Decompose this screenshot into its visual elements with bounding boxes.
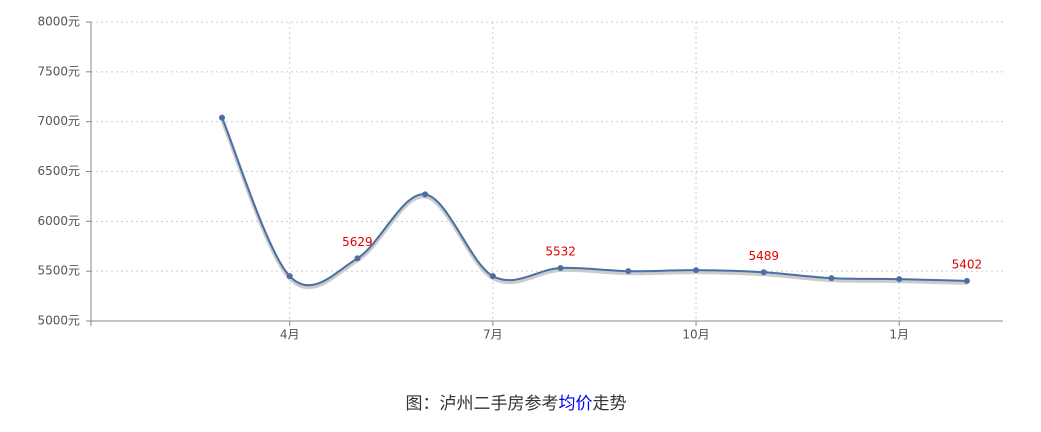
value-label: 5489 bbox=[748, 249, 779, 263]
point bbox=[489, 273, 496, 280]
caption: 图：泸州二手房参考均价走势 bbox=[406, 394, 627, 414]
value-label: 5402 bbox=[952, 257, 983, 271]
x-tick-label: 4月 bbox=[280, 328, 300, 342]
line-shadow bbox=[220, 118, 967, 290]
point bbox=[828, 275, 835, 282]
y-tick-label: 7500元 bbox=[37, 64, 80, 78]
caption-link[interactable]: 均价 bbox=[559, 394, 593, 414]
x-tick-label: 1月 bbox=[889, 328, 909, 342]
y-tick-label: 6000元 bbox=[37, 214, 80, 228]
y-tick-label: 8000元 bbox=[37, 15, 80, 29]
y-tick-label: 5000元 bbox=[37, 314, 80, 328]
caption-part: 图：泸州二手房参考 bbox=[406, 394, 559, 414]
point bbox=[896, 276, 903, 283]
y-tick-label: 5500元 bbox=[37, 264, 80, 278]
point bbox=[760, 269, 767, 276]
point bbox=[693, 267, 700, 274]
point bbox=[219, 114, 225, 121]
point bbox=[963, 277, 970, 284]
x-tick-label: 7月 bbox=[483, 328, 503, 342]
y-tick-label: 6500元 bbox=[37, 164, 80, 178]
point bbox=[557, 264, 564, 271]
value-label: 5532 bbox=[545, 244, 576, 258]
point bbox=[286, 273, 293, 280]
point bbox=[625, 268, 632, 275]
point bbox=[354, 255, 361, 262]
y-tick-label: 7000元 bbox=[37, 114, 80, 128]
value-label: 5629 bbox=[342, 235, 373, 249]
line bbox=[221, 117, 967, 287]
caption-part: 走势 bbox=[593, 394, 627, 414]
x-tick-label: 10月 bbox=[682, 328, 709, 342]
point bbox=[422, 191, 429, 198]
